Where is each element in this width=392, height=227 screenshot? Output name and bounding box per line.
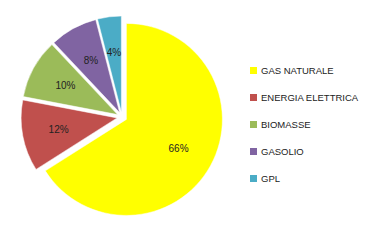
legend-swatch bbox=[250, 94, 257, 101]
legend-swatch bbox=[250, 121, 257, 128]
pie-slice bbox=[97, 16, 121, 112]
data-label: 12% bbox=[49, 124, 69, 135]
legend-label: GASOLIO bbox=[261, 146, 304, 157]
legend-swatch bbox=[250, 175, 257, 182]
legend: GAS NATURALE ENERGIA ELETTRICA BIOMASSE GAS… bbox=[250, 65, 359, 184]
pie bbox=[21, 16, 222, 215]
data-label: 4% bbox=[107, 47, 122, 58]
legend-item: GPL bbox=[250, 173, 280, 184]
legend-label: GAS NATURALE bbox=[261, 65, 334, 76]
data-labels: 66% 12% 10% 8% 4% bbox=[49, 47, 189, 153]
chart: 66% 12% 10% 8% 4% GAS NATURALE ENERGIA ELETTRI… bbox=[0, 0, 392, 227]
legend-label: ENERGIA ELETTRICA bbox=[261, 92, 359, 103]
legend-swatch bbox=[250, 148, 257, 155]
legend-label: BIOMASSE bbox=[261, 119, 311, 130]
legend-item: GAS NATURALE bbox=[250, 65, 334, 76]
legend-item: GASOLIO bbox=[250, 146, 304, 157]
legend-swatch bbox=[250, 67, 257, 74]
legend-item: ENERGIA ELETTRICA bbox=[250, 92, 359, 103]
data-label: 66% bbox=[169, 143, 189, 154]
legend-item: BIOMASSE bbox=[250, 119, 311, 130]
data-label: 8% bbox=[84, 55, 99, 66]
legend-label: GPL bbox=[261, 173, 280, 184]
data-label: 10% bbox=[55, 80, 75, 91]
